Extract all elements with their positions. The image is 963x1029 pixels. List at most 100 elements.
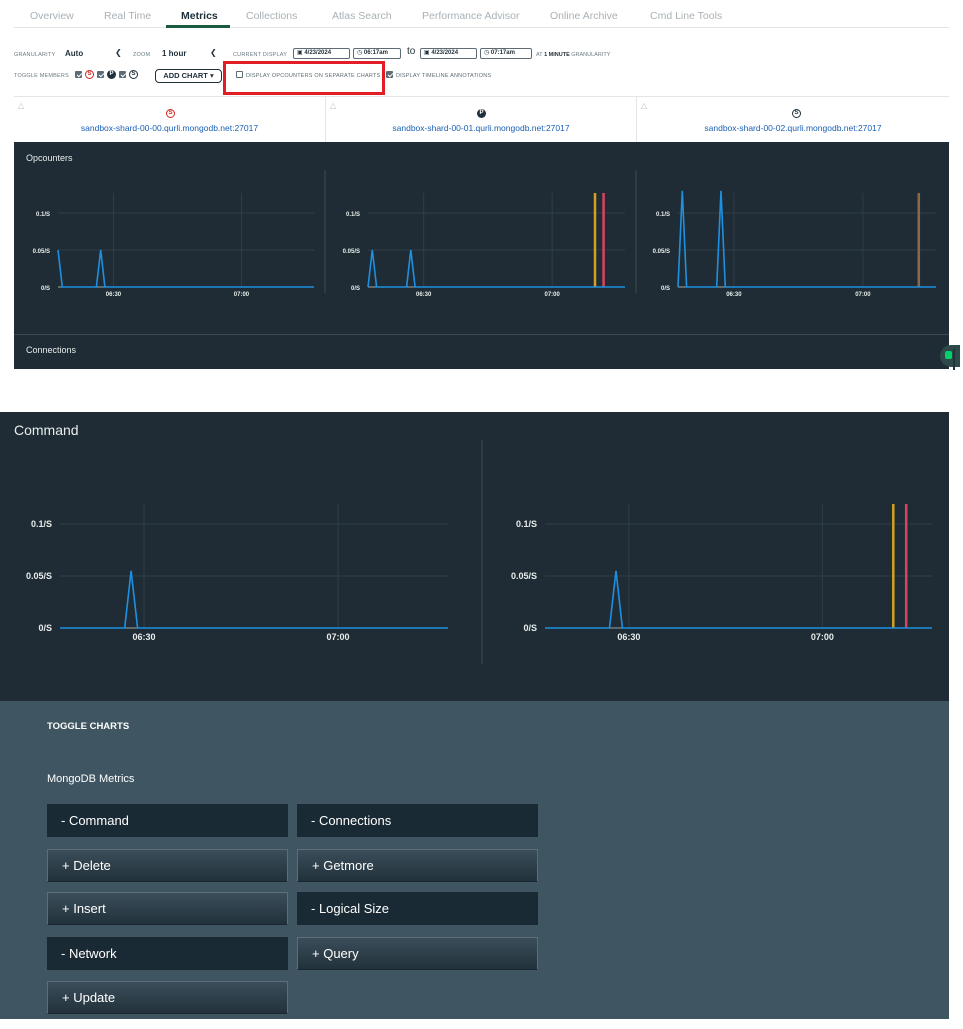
series-line [677, 190, 936, 288]
y-tick-label: 0.05/S [26, 571, 52, 581]
x-tick-label: 07:00 [327, 632, 350, 642]
add-chart-button[interactable]: ADD CHART ▾ [155, 69, 222, 83]
series-line [60, 570, 448, 629]
y-tick-label: 0.05/S [33, 249, 50, 255]
bell-icon[interactable]: △ [641, 101, 648, 110]
y-tick-label: 0/S [38, 623, 52, 633]
text-cursor [953, 349, 955, 370]
zoom-value: 1 hour [162, 49, 187, 58]
granularity-select[interactable]: Auto ❮ [65, 48, 125, 58]
member-checkbox-2[interactable] [97, 71, 104, 78]
chat-widget-button[interactable] [940, 345, 960, 367]
start-date-input[interactable]: ▣ 4/23/2024 [293, 48, 350, 59]
opcounters-panel: Opcounters Connections 0.1/S 0.05/S 0/S 06:… [14, 142, 949, 369]
toggle-charts-title: TOGGLE CHARTS [47, 721, 130, 732]
zoom-select[interactable]: 1 hour ❮ [162, 48, 220, 58]
opcounters-chart: 0.1/S 0.05/S 0/S 06:30 07:00 0.1/S 0.05/S 0/S 0… [33, 170, 936, 298]
opcounters-title: Opcounters [26, 153, 73, 163]
granularity-value: Auto [65, 49, 84, 58]
active-tab-indicator [166, 25, 230, 28]
x-tick-label: 06:30 [416, 292, 432, 298]
toggle-chart-button[interactable]: + Query [297, 937, 538, 970]
end-date-value: 4/23/2024 [431, 50, 459, 56]
toggle-chart-button[interactable]: + Getmore [297, 849, 538, 882]
host-link[interactable]: sandbox-shard-00-00.qurli.mongodb.net:27… [80, 123, 259, 133]
chevron-down-icon: ❮ [115, 48, 122, 57]
command-panel: Command 0.1/S 0.05/S 0/S 06:30 07:00 0.1/S 0.… [0, 412, 949, 701]
start-time-input[interactable]: ◷ 06:17am [353, 48, 401, 59]
tab-cmd-line-tools[interactable]: Cmd Line Tools [650, 10, 723, 22]
x-tick-label: 07:00 [811, 632, 834, 642]
command-title: Command [14, 422, 79, 438]
bell-icon[interactable]: △ [18, 101, 25, 110]
member-checkbox-1[interactable] [75, 71, 82, 78]
chevron-down-icon: ❮ [210, 48, 217, 57]
host-link[interactable]: sandbox-shard-00-01.qurli.mongodb.net:27… [392, 123, 570, 133]
series-line [57, 249, 314, 288]
y-tick-label: 0.1/S [516, 519, 537, 529]
tab-performance-advisor[interactable]: Performance Advisor [422, 10, 520, 22]
end-time-input[interactable]: ◷ 07:17am [480, 48, 532, 59]
tab-online-archive[interactable]: Online Archive [550, 10, 618, 22]
member-checkbox-3[interactable] [119, 71, 126, 78]
toggle-chart-button[interactable]: - Connections [297, 804, 538, 837]
chat-icon [945, 351, 952, 359]
timeline-annotations-checkbox[interactable] [386, 71, 393, 78]
host-link[interactable]: sandbox-shard-00-02.qurli.mongodb.net:27… [704, 123, 882, 133]
y-tick-label: 0.05/S [343, 249, 360, 255]
separate-charts-label: DISPLAY OPCOUNTERS ON SEPARATE CHARTS [246, 73, 381, 79]
toggle-chart-button[interactable]: + Insert [47, 892, 288, 925]
tab-real-time[interactable]: Real Time [104, 10, 152, 22]
toggle-chart-button[interactable]: + Update [47, 981, 288, 1014]
toggle-members-label: TOGGLE MEMBERS [14, 73, 69, 79]
clock-icon: ◷ [484, 50, 490, 56]
toggle-chart-button[interactable]: - Logical Size [297, 892, 538, 925]
y-tick-label: 0/S [661, 286, 670, 292]
secondary-member-icon: S [792, 109, 801, 118]
y-tick-label: 0/S [523, 623, 537, 633]
highlight-box [223, 61, 385, 95]
y-tick-label: 0.1/S [346, 212, 360, 218]
primary-member-icon: P [107, 70, 116, 79]
bell-icon[interactable]: △ [330, 101, 337, 110]
toggle-chart-button[interactable]: - Command [47, 804, 288, 837]
x-tick-label: 06:30 [617, 632, 640, 642]
granularity-label: GRANULARITY [14, 52, 56, 58]
primary-member-icon: P [477, 109, 486, 118]
x-tick-label: 07:00 [234, 292, 250, 298]
separate-charts-checkbox[interactable] [236, 71, 243, 78]
chart-pane: 0.1/S 0.05/S 0/S 06:30 07:00 [33, 170, 326, 298]
zoom-label: ZOOM [133, 52, 151, 58]
metrics-tab-bar: Overview Real Time Metrics Collections A… [14, 0, 949, 28]
timeline-annotations-label: DISPLAY TIMELINE ANNOTATIONS [396, 73, 492, 79]
host-column: △ S sandbox-shard-00-00.qurli.mongodb.ne… [14, 97, 326, 143]
command-chart: 0.1/S 0.05/S 0/S 06:30 07:00 0.1/S 0.05/S 0/S 0… [26, 440, 932, 664]
panel-divider [14, 334, 949, 335]
series-line [545, 570, 932, 629]
y-tick-label: 0.1/S [36, 212, 50, 218]
to-label: to [407, 46, 416, 57]
y-tick-label: 0.1/S [31, 519, 52, 529]
granularity-note: AT 1 MINUTE GRANULARITY [536, 52, 610, 58]
toggle-chart-button[interactable]: - Network [47, 937, 288, 970]
calendar-icon: ▣ [424, 50, 430, 56]
end-time-value: 07:17am [490, 50, 515, 56]
x-tick-label: 06:30 [133, 632, 156, 642]
calendar-icon: ▣ [297, 50, 303, 56]
x-tick-label: 06:30 [106, 292, 122, 298]
secondary-member-icon: S [129, 70, 138, 79]
start-date-value: 4/23/2024 [304, 50, 332, 56]
tab-atlas-search[interactable]: Atlas Search [332, 10, 392, 22]
y-tick-label: 0.05/S [511, 571, 537, 581]
tab-collections[interactable]: Collections [246, 10, 298, 22]
toggle-chart-button[interactable]: + Delete [47, 849, 288, 882]
tab-metrics[interactable]: Metrics [181, 10, 218, 22]
series-line [367, 249, 625, 288]
chart-pane: 0.1/S 0.05/S 0/S 06:30 07:00 [343, 170, 637, 298]
end-date-input[interactable]: ▣ 4/23/2024 [420, 48, 477, 59]
tab-overview[interactable]: Overview [30, 10, 74, 22]
granularity-note-suffix: GRANULARITY [571, 52, 611, 58]
x-tick-label: 06:30 [726, 292, 742, 298]
y-tick-label: 0/S [351, 286, 360, 292]
y-tick-label: 0.1/S [656, 212, 670, 218]
